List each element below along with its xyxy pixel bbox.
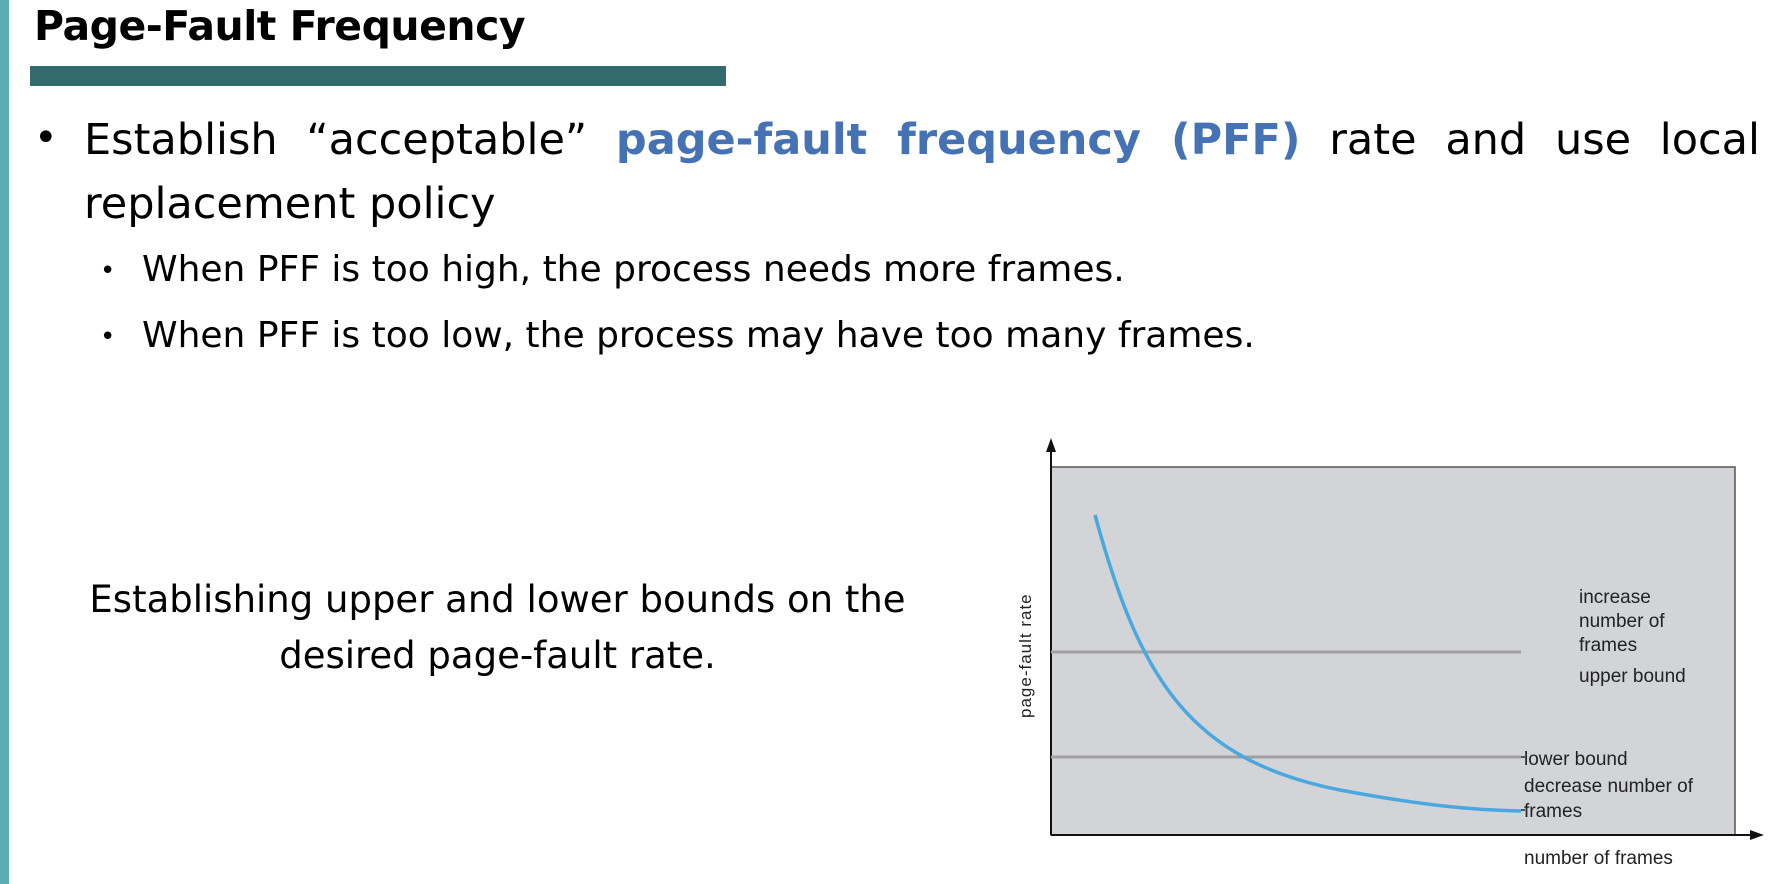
sub-bullet-dot: •	[100, 256, 116, 286]
sub-bullet-too-low: When PFF is too low, the process may hav…	[142, 315, 1255, 356]
bullet-dot: •	[34, 115, 58, 161]
sub-bullet-dot: •	[100, 322, 116, 352]
figure-caption: Establishing upper and lower bounds on t…	[89, 578, 906, 677]
x-axis-label: number of frames	[1524, 848, 1673, 869]
title-underline-bar	[30, 66, 726, 86]
y-axis-arrowhead	[1046, 438, 1056, 452]
lower-note-line-2: frames	[1524, 801, 1582, 822]
slide-title: Page-Fault Frequency	[34, 2, 526, 50]
upper-note-line-2: number of	[1579, 611, 1665, 632]
main-bullet-text: Establish “acceptable” page-fault freque…	[84, 108, 1760, 236]
lower-bound-label: lower bound	[1524, 749, 1628, 770]
upper-note-line-1: increase	[1579, 587, 1651, 608]
y-axis-label: page-fault rate	[1016, 593, 1035, 718]
page-fault-rate-curve	[1093, 514, 1522, 813]
main-bullet-lead: Establish “acceptable”	[84, 115, 616, 165]
x-axis-arrowhead	[1750, 830, 1764, 840]
main-bullet-tail: rate and use local replacement policy	[84, 115, 1760, 229]
lower-note-line-1: decrease number of	[1524, 776, 1694, 797]
left-accent-bar	[0, 0, 9, 884]
upper-bound-label: upper bound	[1579, 666, 1686, 687]
upper-note-line-3: frames	[1579, 635, 1637, 656]
sub-bullet-too-high: When PFF is too high, the process needs …	[142, 249, 1125, 290]
pff-highlight: page-fault frequency (PFF)	[615, 115, 1301, 165]
